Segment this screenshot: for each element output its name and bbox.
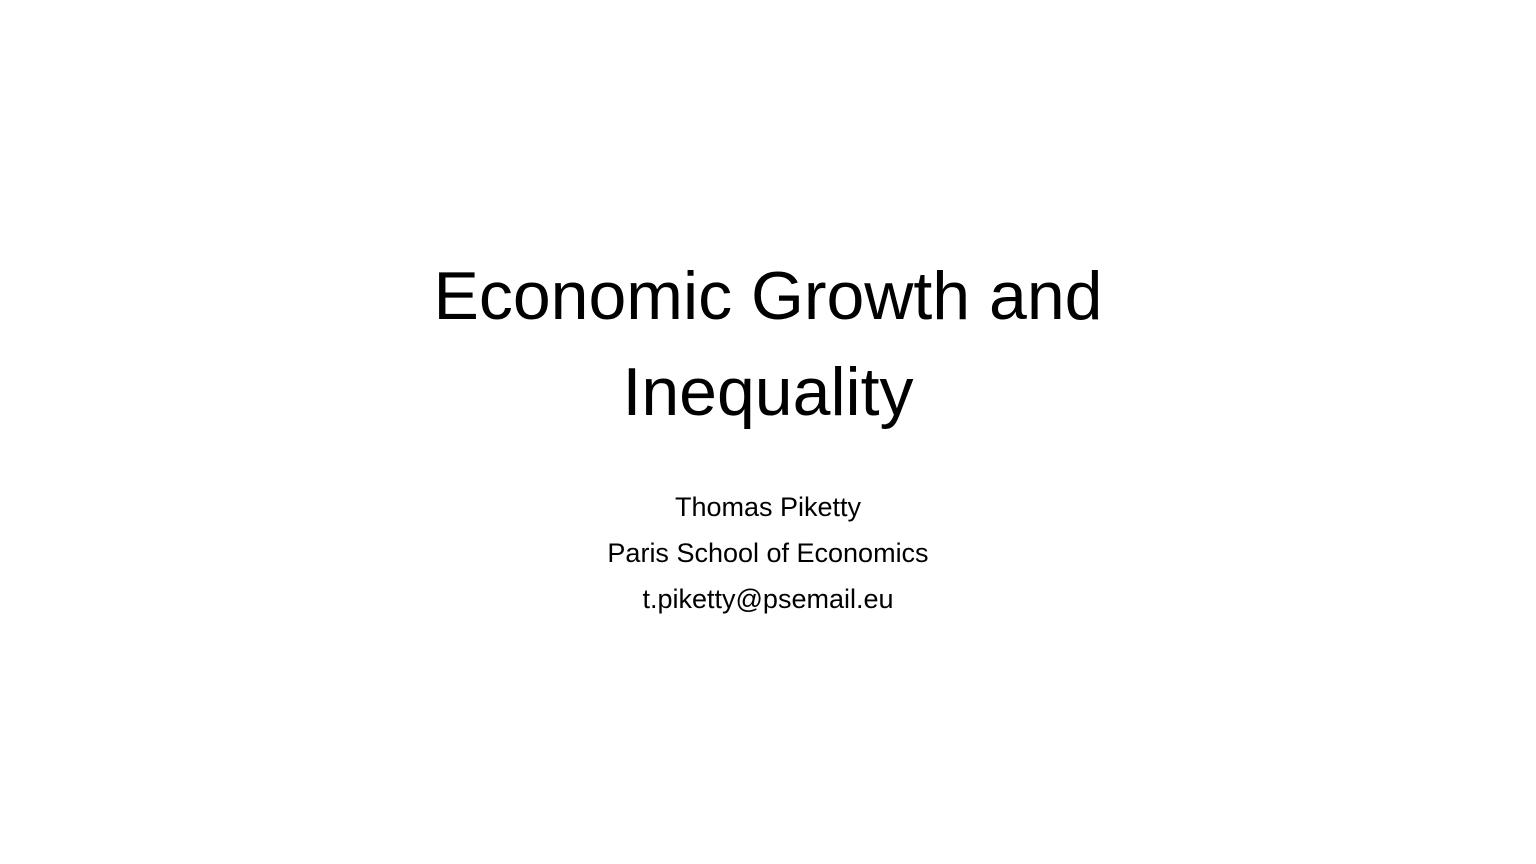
author-email: t.piketty@psemail.eu	[642, 584, 894, 614]
author-name: Thomas Piketty	[674, 492, 862, 522]
slide-title-line-1: Economic Growth and	[433, 258, 1103, 334]
slide-title-line-2: Inequality	[622, 354, 914, 430]
slide-title: Economic Growth and Inequality	[0, 248, 1536, 440]
slide-subtitle: Thomas Piketty Paris School of Economics…	[0, 484, 1536, 622]
author-affiliation: Paris School of Economics	[607, 538, 929, 568]
